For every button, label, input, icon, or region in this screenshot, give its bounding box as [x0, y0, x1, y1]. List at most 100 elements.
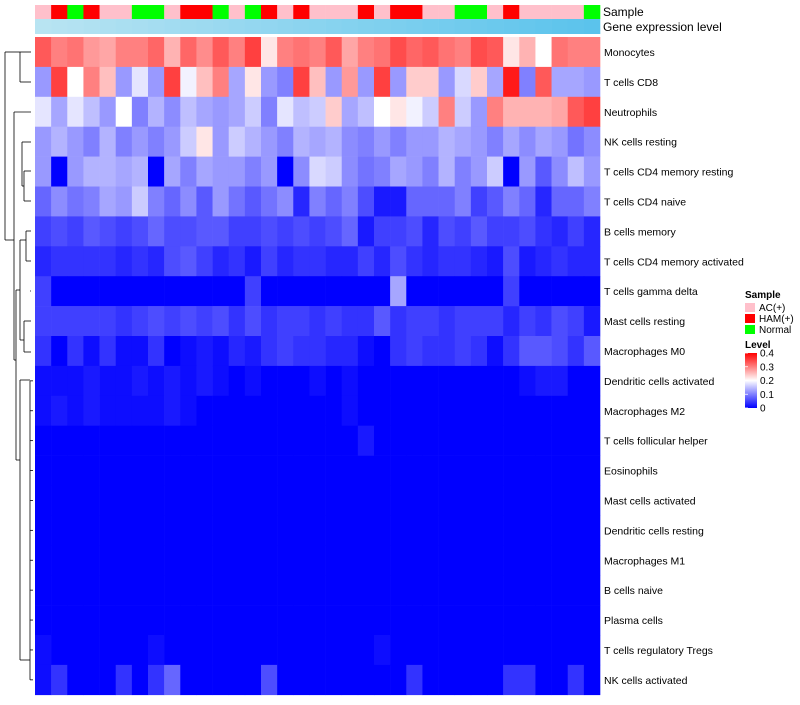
heatmap-cell — [470, 216, 488, 247]
heatmap-cell — [567, 485, 585, 516]
heatmap-cell — [503, 306, 520, 337]
heatmap-cell — [309, 425, 326, 456]
heatmap-cell — [438, 605, 456, 636]
expression-annotation-cell — [261, 19, 278, 34]
heatmap-cell — [51, 664, 68, 696]
heatmap-cell — [551, 365, 569, 397]
heatmap-cell — [51, 485, 68, 516]
heatmap-cell — [309, 365, 326, 397]
heatmap-cell — [325, 485, 343, 516]
heatmap-cell — [357, 395, 375, 426]
heatmap-cell — [406, 395, 423, 426]
heatmap-cell — [180, 485, 197, 516]
heatmap-cell — [438, 515, 456, 546]
heatmap-cell — [535, 455, 552, 486]
heatmap-cell — [309, 186, 326, 217]
heatmap-cell — [551, 664, 569, 696]
heatmap-cell — [212, 425, 230, 456]
heatmap-cell — [131, 664, 149, 696]
heatmap-cell — [487, 126, 504, 157]
heatmap-cell — [454, 425, 472, 456]
heatmap-cell — [83, 455, 100, 486]
heatmap-cell — [422, 336, 439, 367]
heatmap-cell — [390, 186, 407, 217]
heatmap-cell — [212, 186, 230, 217]
heatmap-cell — [212, 306, 230, 337]
heatmap-cell — [390, 126, 407, 157]
heatmap-cell — [374, 545, 391, 576]
heatmap-cell — [551, 455, 569, 486]
heatmap-cell — [115, 276, 133, 307]
heatmap-cell — [470, 306, 488, 337]
heatmap-cell — [374, 126, 391, 157]
heatmap-cell — [244, 515, 262, 546]
heatmap-cell — [406, 336, 423, 367]
heatmap-cell — [390, 246, 407, 277]
heatmap-cell — [99, 306, 117, 337]
heatmap-cell — [470, 605, 488, 636]
heatmap-cell — [470, 515, 488, 546]
heatmap-cell — [131, 425, 149, 456]
heatmap-cell — [293, 186, 310, 217]
heatmap-cell — [309, 664, 326, 696]
heatmap-cell — [551, 425, 569, 456]
heatmap-cell — [293, 605, 310, 636]
heatmap-cell — [583, 425, 601, 456]
heatmap-cell — [487, 395, 504, 426]
heatmap-cell — [567, 545, 585, 576]
heatmap-cell — [567, 66, 585, 98]
row-label: B cells memory — [604, 226, 677, 238]
heatmap-cell — [35, 455, 52, 486]
heatmap-cell — [51, 545, 68, 576]
legend-tick-label: 0.2 — [760, 376, 774, 387]
expression-annotation-cell — [325, 19, 343, 34]
heatmap-cell — [503, 485, 520, 516]
heatmap-cell — [567, 575, 585, 606]
heatmap-cell — [261, 605, 278, 636]
heatmap-cell — [535, 485, 552, 516]
heatmap-cell — [244, 336, 262, 367]
heatmap-cell — [438, 395, 456, 426]
heatmap-cell — [35, 395, 52, 426]
heatmap-cell — [470, 246, 488, 277]
heatmap-cell — [228, 37, 246, 68]
heatmap-cell — [277, 425, 294, 456]
heatmap-cell — [535, 395, 552, 426]
legend-item-label: Normal — [759, 325, 791, 336]
heatmap-cell — [325, 156, 343, 187]
heatmap-cell — [309, 306, 326, 337]
heatmap-cell — [583, 37, 601, 68]
row-label: T cells CD4 memory resting — [604, 167, 733, 179]
heatmap-cell — [470, 336, 488, 367]
heatmap-cell — [454, 455, 472, 486]
heatmap-cell — [277, 37, 294, 68]
heatmap-cell — [115, 635, 133, 666]
heatmap-cell — [390, 276, 407, 307]
expression-annotation-cell — [454, 19, 472, 34]
heatmap-cell — [487, 515, 504, 546]
heatmap-cell — [422, 664, 439, 696]
heatmap-cell — [196, 605, 213, 636]
legend-sample-items: AC(+)HAM(+)Normal — [745, 303, 794, 336]
expression-annotation-cell — [131, 19, 149, 34]
heatmap-cell — [148, 156, 165, 187]
heatmap-cell — [35, 425, 52, 456]
heatmap-cell — [454, 216, 472, 247]
heatmap-cell — [519, 156, 536, 187]
heatmap-cell — [406, 186, 423, 217]
row-label: Eosinophils — [604, 466, 658, 478]
row-label: NK cells activated — [604, 675, 688, 687]
heatmap-cell — [212, 664, 230, 696]
sample-annotation-cell — [503, 5, 520, 19]
heatmap-cell — [406, 515, 423, 546]
heatmap-cell — [131, 455, 149, 486]
heatmap-cell — [148, 485, 165, 516]
heatmap-cell — [51, 37, 68, 68]
heatmap-cell — [277, 306, 294, 337]
heatmap-cell — [470, 186, 488, 217]
heatmap-cell — [35, 126, 52, 157]
heatmap-cell — [390, 455, 407, 486]
heatmap-cell — [551, 545, 569, 576]
heatmap-cell — [148, 186, 165, 217]
heatmap-cell — [325, 395, 343, 426]
